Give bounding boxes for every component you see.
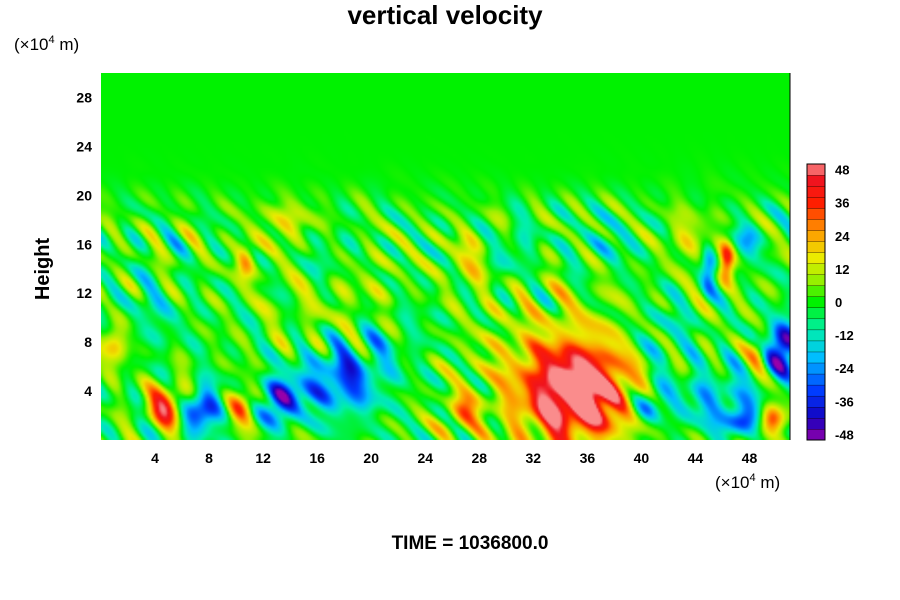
colorbar-band xyxy=(806,285,826,297)
colorbar-frame xyxy=(806,163,826,441)
y-tick-label: 20 xyxy=(76,187,92,203)
colorbar-tick-label: -36 xyxy=(835,394,854,409)
colorbar-tick-label: 48 xyxy=(835,163,849,178)
time-label: TIME = 1036800.0 xyxy=(392,533,549,554)
x-axis-unit: (×104 m) xyxy=(715,472,780,492)
colorbar-band xyxy=(806,428,826,441)
x-tick-label: 28 xyxy=(471,450,487,466)
colorbar-band xyxy=(806,207,826,220)
x-tick-label: 24 xyxy=(417,450,433,466)
colorbar-band xyxy=(806,384,826,397)
colorbar-band xyxy=(806,230,826,242)
colorbar-band xyxy=(806,340,826,353)
colorbar-band xyxy=(806,395,826,408)
x-tick-labels: 4 8 12 16 20 24 28 32 36 40 44 48 xyxy=(151,450,757,466)
colorbar-band xyxy=(806,263,826,275)
colorbar-band xyxy=(806,163,826,176)
colorbar-band xyxy=(806,252,826,264)
colorbar-band xyxy=(806,241,826,253)
x-tick-label: 8 xyxy=(205,450,213,466)
x-unit-suffix: m) xyxy=(756,473,781,492)
x-tick-label: 44 xyxy=(688,450,704,466)
x-tick-label: 16 xyxy=(309,450,325,466)
y-tick-label: 16 xyxy=(76,236,92,252)
y-tick-label: 8 xyxy=(84,334,92,350)
colorbar-tick-labels: 48 36 24 12 0 -12 -24 -36 -48 xyxy=(835,163,855,443)
colorbar-band xyxy=(806,318,826,331)
colorbar-tick-label: -24 xyxy=(835,361,855,376)
colorbar-band xyxy=(806,196,826,209)
x-tick-label: 40 xyxy=(634,450,650,466)
colorbar-band xyxy=(806,219,826,231)
colorbar-band xyxy=(806,274,826,286)
x-tick-label: 20 xyxy=(363,450,379,466)
y-tick-labels: 4 8 12 16 20 24 28 xyxy=(76,89,92,399)
colorbar-tick-label: -48 xyxy=(835,427,854,442)
y-tick-label: 4 xyxy=(84,383,92,399)
y-unit-exponent: 4 xyxy=(49,34,55,46)
colorbar-band xyxy=(806,329,826,342)
y-tick-label: 12 xyxy=(76,285,92,301)
x-tick-label: 4 xyxy=(151,450,159,466)
colorbar-band xyxy=(806,362,826,375)
colorbar-band xyxy=(806,351,826,364)
colorbar-band xyxy=(806,406,826,419)
x-tick-label: 12 xyxy=(255,450,271,466)
colorbar-band xyxy=(806,417,826,430)
plot-area xyxy=(101,73,791,440)
x-tick-label: 48 xyxy=(742,450,758,466)
x-unit-exponent: 4 xyxy=(750,472,756,484)
y-unit-prefix: (×10 xyxy=(14,35,49,54)
colorbar-band xyxy=(806,373,826,386)
y-axis-unit: (×104 m) xyxy=(14,34,79,54)
colorbar-tick-label: 24 xyxy=(835,229,850,244)
colorbar-tick-label: 12 xyxy=(835,262,849,277)
colorbar-band xyxy=(806,296,826,308)
y-tick-label: 28 xyxy=(76,89,92,105)
colorbar-tick-label: -12 xyxy=(835,328,854,343)
colorbar-band xyxy=(806,307,826,320)
colorbar-tick-label: 0 xyxy=(835,295,842,310)
colorbar-band xyxy=(806,174,826,187)
colorbar-band xyxy=(806,185,826,198)
velocity-field xyxy=(101,73,790,440)
y-unit-suffix: m) xyxy=(55,35,80,54)
x-tick-label: 32 xyxy=(526,450,542,466)
y-axis-label: Height xyxy=(32,238,54,301)
y-tick-label: 24 xyxy=(76,138,92,154)
colorbar-bands xyxy=(806,163,826,441)
x-unit-prefix: (×10 xyxy=(715,473,750,492)
colorbar-tick-label: 36 xyxy=(835,196,849,211)
x-tick-label: 36 xyxy=(580,450,596,466)
chart-title: vertical velocity xyxy=(347,0,543,30)
colorbar: 48 36 24 12 0 -12 -24 -36 -48 xyxy=(806,163,855,443)
